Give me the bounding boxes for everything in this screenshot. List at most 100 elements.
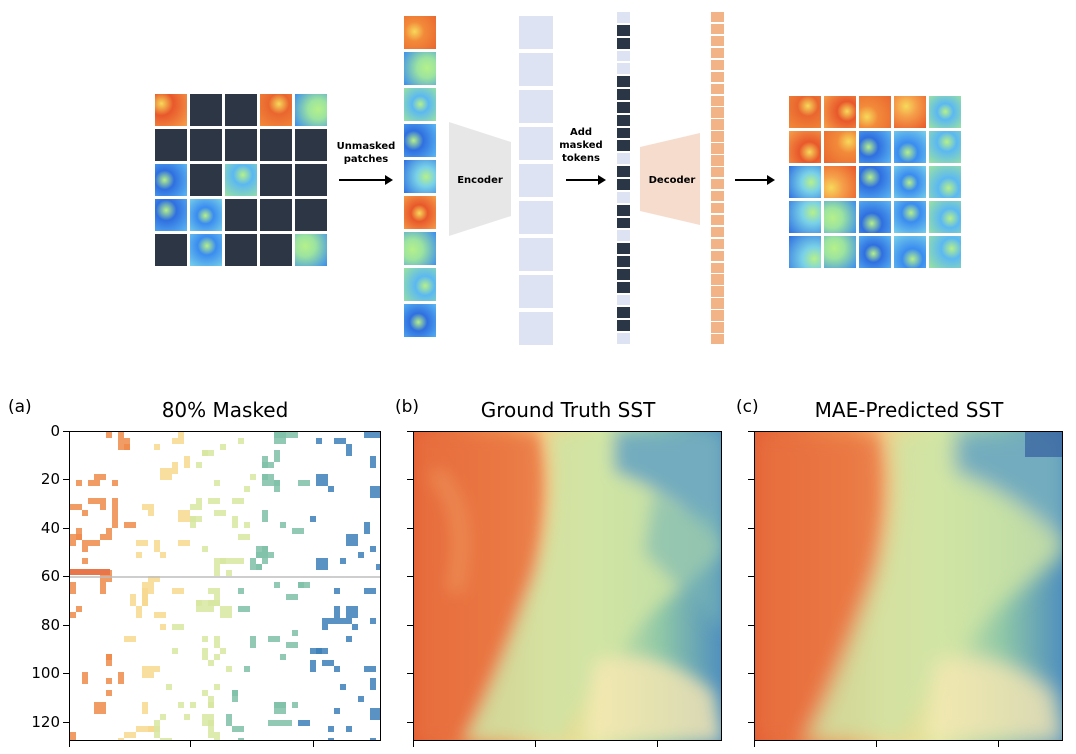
- visible-pixel: [262, 462, 274, 468]
- input-patch-grid: [155, 94, 327, 266]
- visible-pixel: [358, 552, 364, 558]
- encoded-token: [519, 127, 553, 160]
- visible-pixel: [232, 726, 244, 732]
- visible-pixel: [196, 462, 202, 468]
- visible-pixel: [100, 534, 112, 540]
- add-masked-tokens-label: Add masked tokens: [553, 126, 609, 165]
- visible-pixel: [100, 498, 106, 510]
- visible-pixel: [370, 546, 376, 552]
- full-token-sequence: [617, 12, 630, 346]
- x-tick: [313, 741, 314, 747]
- y-tick-mark: [63, 576, 69, 578]
- mask-token: [617, 217, 630, 229]
- mask-token: [617, 179, 630, 190]
- visible-pixel: [154, 726, 160, 738]
- reconstructed-patch: [859, 201, 891, 233]
- decoder-token: [711, 167, 724, 178]
- visible-pixel: [226, 570, 232, 576]
- visible-token: [617, 50, 630, 62]
- mask-token: [617, 140, 630, 152]
- unmasked-patch: [404, 304, 436, 337]
- visible-pixel: [214, 480, 220, 486]
- visible-pixel: [154, 444, 160, 450]
- decoder-token: [711, 107, 724, 118]
- visible-pixel: [292, 630, 298, 636]
- visible-pixel: [298, 582, 304, 588]
- reconstructed-patch: [929, 131, 961, 163]
- visible-pixel: [70, 732, 76, 740]
- masked-patch: [260, 129, 292, 161]
- panel-a-letter: (a): [8, 397, 32, 417]
- visible-pixel: [148, 504, 154, 516]
- encoded-token: [519, 53, 553, 86]
- visible-pixel: [346, 726, 352, 732]
- visible-pixel: [106, 690, 112, 696]
- masked-patch: [295, 199, 327, 231]
- visible-pixel: [334, 606, 340, 618]
- visible-pixel: [106, 570, 112, 582]
- y-tick-mark: [748, 624, 754, 626]
- visible-pixel: [178, 540, 190, 546]
- encoder-label: Encoder: [457, 175, 503, 186]
- visible-pixel: [208, 498, 220, 504]
- unmasked-patch: [404, 16, 436, 49]
- masked-patch: [190, 164, 222, 196]
- y-tick-mark: [407, 479, 413, 481]
- sst-field: [414, 432, 721, 740]
- mask-token: [617, 76, 630, 88]
- visible-pixel: [100, 570, 106, 582]
- decoder-token: [711, 83, 724, 94]
- visible-pixel: [118, 738, 124, 740]
- y-tick-mark: [407, 576, 413, 578]
- visible-pixel: [172, 648, 178, 654]
- visible-pixel: [136, 540, 148, 546]
- visible-pixel: [238, 588, 244, 594]
- visible-patch: [225, 164, 257, 196]
- y-tick-mark: [748, 527, 754, 529]
- reconstructed-patch: [894, 236, 926, 268]
- visible-pixel: [274, 450, 280, 462]
- reconstructed-patch: [929, 96, 961, 128]
- encoded-token: [519, 275, 553, 308]
- visible-pixel: [352, 624, 358, 630]
- visible-patch: [295, 94, 327, 126]
- arrow-to-patches: [339, 175, 393, 185]
- unmasked-patches-label: Unmasked patches: [333, 140, 399, 166]
- unmasked-patch: [404, 52, 436, 85]
- visible-pixel: [244, 522, 250, 528]
- visible-pixel: [286, 642, 298, 648]
- visible-pixel: [142, 600, 148, 606]
- visible-pixel: [280, 522, 286, 528]
- reconstructed-patch: [789, 201, 821, 233]
- visible-pixel: [160, 552, 166, 558]
- visible-pixel: [238, 738, 244, 740]
- visible-pixel: [334, 588, 340, 594]
- visible-pixel: [118, 438, 130, 450]
- visible-pixel: [112, 498, 118, 510]
- visible-patch: [190, 234, 222, 266]
- visible-pixel: [82, 540, 88, 546]
- visible-pixel: [220, 558, 226, 564]
- y-tick-mark: [63, 479, 69, 481]
- masked-patch: [225, 199, 257, 231]
- visible-pixel: [88, 540, 100, 546]
- visible-pixel: [130, 594, 136, 606]
- visible-pixel: [280, 654, 286, 660]
- visible-pixel: [298, 480, 310, 486]
- visible-pixel: [370, 432, 380, 438]
- visible-pixel: [280, 720, 292, 726]
- decoder-token: [711, 202, 724, 214]
- visible-pixel: [232, 498, 244, 504]
- visible-pixel: [202, 636, 208, 642]
- reconstructed-patch: [789, 236, 821, 268]
- x-tick: [998, 741, 999, 747]
- visible-pixel: [76, 534, 82, 540]
- visible-pixel: [268, 720, 280, 726]
- visible-pixel: [370, 486, 380, 498]
- visible-pixel: [148, 576, 160, 582]
- visible-pixel: [208, 720, 214, 732]
- visible-pixel: [220, 648, 226, 654]
- visible-pixel: [208, 588, 220, 594]
- visible-pixel: [364, 528, 370, 534]
- visible-pixel: [316, 438, 322, 444]
